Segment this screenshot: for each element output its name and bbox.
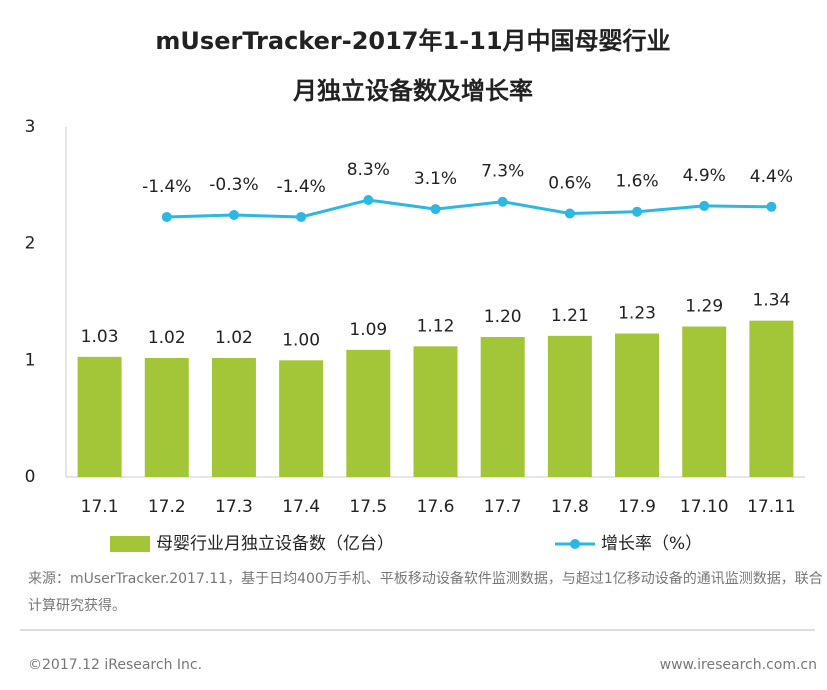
line-point (228, 210, 239, 221)
x-tick-label: 17.8 (551, 497, 589, 517)
data-label: 1.6% (615, 172, 658, 192)
data-label: 1.20 (484, 307, 522, 327)
data-label: 1.23 (618, 304, 656, 324)
bar (480, 337, 525, 477)
bar (547, 335, 592, 477)
data-label: 8.3% (347, 160, 390, 180)
data-label: -0.3% (209, 175, 258, 195)
line-point (161, 211, 172, 222)
data-label: 4.4% (750, 167, 793, 187)
data-label: -1.4% (142, 177, 191, 197)
line-point (430, 204, 441, 215)
legend-label: 母婴行业月独立设备数（亿台） (156, 534, 394, 554)
line-point (564, 208, 575, 219)
data-label: 4.9% (683, 166, 726, 186)
line-point (632, 206, 643, 217)
y-tick-label: 1 (25, 350, 36, 370)
data-label: 1.02 (215, 328, 253, 348)
line-point (699, 200, 710, 211)
chart-title: 月独立设备数及增长率 (292, 77, 533, 105)
data-label: 1.21 (551, 306, 589, 326)
y-tick-label: 0 (25, 467, 36, 487)
line (166, 198, 772, 219)
data-label: 1.02 (148, 328, 186, 348)
data-label: 3.1% (414, 169, 457, 189)
legend-swatch (570, 539, 580, 549)
x-tick-label: 17.10 (680, 497, 729, 517)
data-label: 1.12 (417, 316, 455, 336)
bar (77, 356, 122, 477)
bar (749, 320, 794, 477)
data-label: 7.3% (481, 162, 524, 182)
line-point (363, 194, 374, 205)
legend-label: 增长率（%） (601, 534, 702, 554)
legend-swatch (110, 536, 150, 552)
x-tick-label: 17.1 (81, 497, 119, 517)
data-label: 1.03 (81, 327, 119, 347)
x-tick-label: 17.5 (349, 497, 387, 517)
source-note: 来源：mUserTracker.2017.11，基于日均400万手机、平板移动设… (28, 571, 823, 614)
x-tick-label: 17.6 (417, 497, 455, 517)
bar (279, 360, 324, 477)
line-point (497, 196, 508, 207)
x-tick-label: 17.9 (618, 497, 656, 517)
line-point (766, 201, 777, 212)
x-tick-label: 17.3 (215, 497, 253, 517)
y-tick-label: 3 (25, 117, 36, 137)
x-tick-label: 17.7 (484, 497, 522, 517)
data-label: 1.29 (685, 297, 723, 317)
data-label: -1.4% (276, 177, 325, 197)
bar (144, 358, 189, 477)
chart-title: mUserTracker-2017年1-11月中国母婴行业 (155, 27, 670, 55)
data-label: 1.00 (282, 330, 320, 350)
bar (346, 349, 391, 477)
data-label: 1.34 (752, 291, 790, 311)
bar (682, 326, 727, 477)
x-tick-label: 17.4 (282, 497, 320, 517)
x-tick-label: 17.2 (148, 497, 186, 517)
website: www.iresearch.com.cn (659, 657, 817, 673)
bar (211, 358, 256, 477)
bar (413, 346, 458, 477)
line-point (296, 211, 307, 222)
data-label: 0.6% (548, 173, 591, 193)
copyright: ©2017.12 iResearch Inc. (28, 657, 203, 673)
bar (615, 333, 660, 477)
x-tick-label: 17.11 (747, 497, 796, 517)
y-tick-label: 2 (25, 234, 36, 254)
data-label: 1.09 (349, 320, 387, 340)
